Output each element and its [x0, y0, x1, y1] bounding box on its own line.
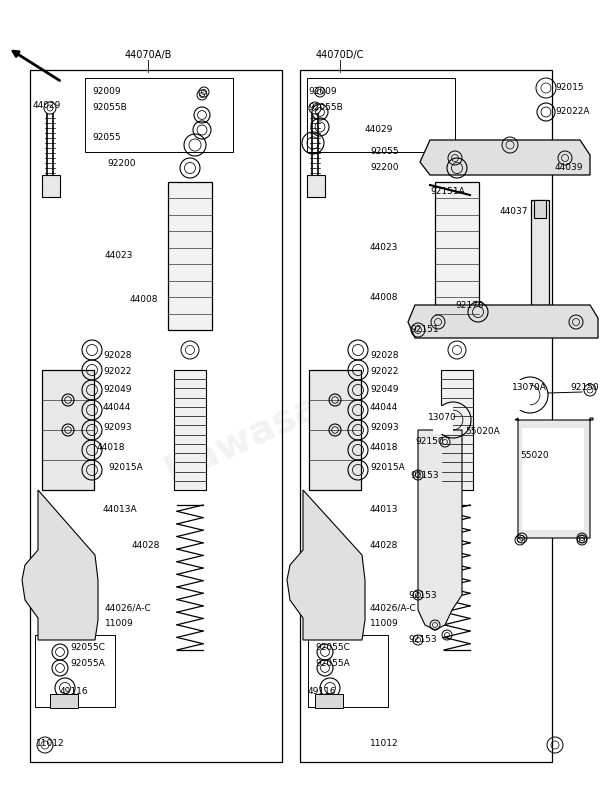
Text: 49116: 49116: [60, 687, 89, 697]
Text: 44026/A-C: 44026/A-C: [370, 603, 417, 613]
Bar: [534, 200, 546, 218]
Text: 44028: 44028: [132, 541, 160, 550]
Text: 49116: 49116: [308, 687, 337, 697]
Text: 11009: 11009: [370, 619, 399, 629]
Polygon shape: [287, 490, 365, 640]
Text: 92153: 92153: [408, 635, 437, 645]
Bar: [85, 78, 233, 152]
Bar: [441, 370, 473, 490]
Text: 92015: 92015: [555, 83, 584, 93]
Bar: [300, 70, 552, 762]
Text: 11012: 11012: [370, 738, 398, 747]
Polygon shape: [22, 490, 98, 640]
Bar: [531, 200, 549, 305]
Text: 92009: 92009: [92, 87, 121, 97]
Text: 92055C: 92055C: [70, 643, 105, 653]
Text: 92170: 92170: [455, 301, 484, 310]
Text: 44044: 44044: [103, 403, 131, 413]
Text: 13070: 13070: [428, 414, 457, 422]
Text: 92055C: 92055C: [315, 643, 350, 653]
Bar: [315, 694, 343, 708]
Text: 44008: 44008: [370, 294, 398, 302]
Polygon shape: [408, 305, 598, 338]
Text: 44013A: 44013A: [103, 506, 137, 514]
Bar: [174, 370, 206, 490]
Text: 11012: 11012: [36, 738, 65, 747]
Text: 92055A: 92055A: [70, 659, 105, 669]
Text: 92200: 92200: [370, 163, 398, 173]
Text: 55020A: 55020A: [465, 427, 500, 437]
Text: 92055A: 92055A: [315, 659, 350, 669]
Text: 44026/A-C: 44026/A-C: [105, 603, 152, 613]
Text: 44070D/C: 44070D/C: [316, 50, 364, 60]
Text: Kawasaki: Kawasaki: [158, 369, 362, 491]
Text: 44029: 44029: [33, 101, 61, 110]
Text: 44070A/B: 44070A/B: [124, 50, 172, 60]
Polygon shape: [418, 430, 462, 630]
Text: 92093: 92093: [370, 422, 398, 431]
Text: 92093: 92093: [103, 422, 131, 431]
Text: 44039: 44039: [555, 163, 583, 173]
Text: 92015A: 92015A: [370, 463, 405, 473]
Text: 44044: 44044: [370, 403, 398, 413]
Text: 44023: 44023: [370, 243, 398, 253]
Text: 44013: 44013: [370, 506, 398, 514]
Text: 92055: 92055: [92, 133, 121, 142]
Bar: [42, 175, 60, 197]
Text: 44028: 44028: [370, 541, 398, 550]
Text: 92153: 92153: [408, 590, 437, 599]
Bar: [510, 380, 530, 410]
Text: 92009: 92009: [308, 87, 337, 97]
Text: 13070A: 13070A: [512, 383, 547, 393]
Text: 92028: 92028: [370, 350, 398, 359]
Text: 92022: 92022: [103, 367, 131, 377]
Text: 55020: 55020: [520, 450, 548, 459]
Text: 92022A: 92022A: [555, 107, 589, 117]
Text: 44037: 44037: [500, 207, 529, 217]
Text: 92022: 92022: [370, 367, 398, 377]
Bar: [435, 182, 479, 330]
Bar: [30, 70, 282, 762]
Bar: [522, 428, 584, 530]
Text: 44029: 44029: [365, 126, 394, 134]
Text: 92015A: 92015A: [108, 463, 143, 473]
Bar: [433, 406, 453, 434]
Bar: [42, 370, 94, 490]
Text: 92153: 92153: [410, 470, 439, 479]
Bar: [168, 182, 212, 330]
Text: 92055: 92055: [370, 147, 398, 157]
Text: 92049: 92049: [103, 386, 131, 394]
Text: 92028: 92028: [103, 350, 131, 359]
Text: 92150: 92150: [570, 383, 599, 393]
Text: 92055B: 92055B: [308, 103, 343, 113]
Text: 92200: 92200: [107, 158, 136, 167]
Polygon shape: [420, 140, 590, 175]
Text: 44018: 44018: [97, 442, 125, 451]
Text: 44023: 44023: [105, 250, 133, 259]
Polygon shape: [515, 418, 593, 538]
Text: 44008: 44008: [130, 295, 158, 305]
Bar: [35, 635, 115, 707]
Text: 92151: 92151: [410, 326, 439, 334]
Bar: [307, 175, 325, 197]
Text: 44018: 44018: [370, 442, 398, 451]
Text: 11009: 11009: [105, 619, 134, 629]
Bar: [50, 694, 78, 708]
Bar: [308, 635, 388, 707]
Text: 92150: 92150: [415, 438, 443, 446]
Text: 92055B: 92055B: [92, 103, 127, 113]
Bar: [307, 78, 455, 152]
Bar: [309, 370, 361, 490]
Text: 92049: 92049: [370, 386, 398, 394]
Text: 92151A: 92151A: [430, 187, 465, 197]
